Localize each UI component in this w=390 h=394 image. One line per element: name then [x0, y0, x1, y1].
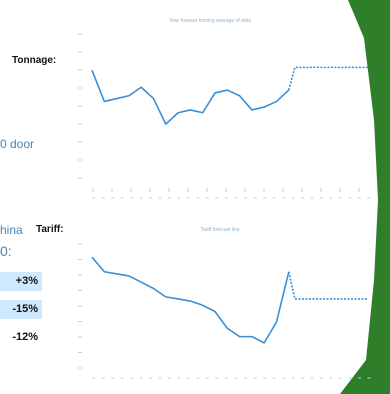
tariff-label: Tariff: — [36, 224, 64, 235]
percent-row: -12% — [12, 331, 38, 343]
series-line-dashed — [288, 271, 368, 300]
text-fragment-door: 0 door — [0, 137, 35, 151]
chart-1: Year forward moving average of data — [78, 18, 371, 199]
tonnage-label: Tonnage: — [12, 55, 57, 66]
chart-title: Tariff forecast line — [200, 227, 239, 233]
series-line-solid — [91, 256, 290, 344]
text-fragment-china: hina — [0, 223, 23, 237]
chart-title: Year forward moving average of data — [169, 18, 251, 24]
series-line-dashed — [288, 66, 368, 91]
percent-row: -15% — [0, 300, 42, 319]
percent-row: +3% — [0, 272, 42, 291]
green-backdrop — [330, 0, 390, 394]
series-line-solid — [91, 69, 290, 125]
text-fragment-zero: 0: — [0, 243, 12, 259]
chart-2: Tariff forecast line — [78, 227, 371, 379]
